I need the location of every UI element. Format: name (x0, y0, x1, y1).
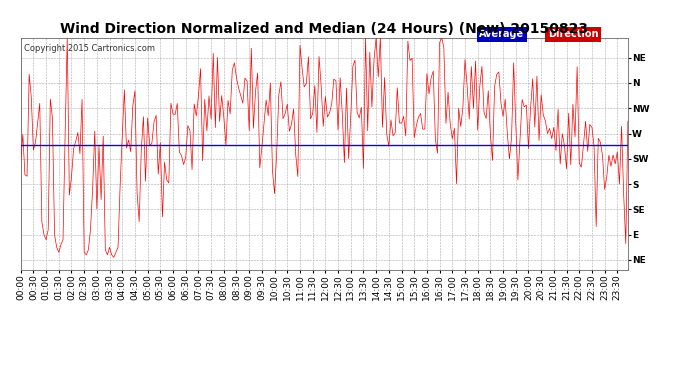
Text: Copyright 2015 Cartronics.com: Copyright 2015 Cartronics.com (23, 45, 155, 54)
Text: Direction: Direction (548, 29, 598, 39)
Text: Average: Average (479, 29, 524, 39)
Title: Wind Direction Normalized and Median (24 Hours) (New) 20150823: Wind Direction Normalized and Median (24… (60, 22, 589, 36)
